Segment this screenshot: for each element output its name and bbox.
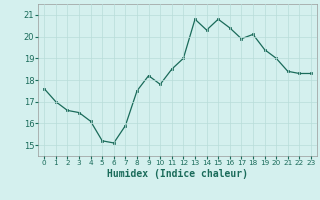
- X-axis label: Humidex (Indice chaleur): Humidex (Indice chaleur): [107, 169, 248, 179]
